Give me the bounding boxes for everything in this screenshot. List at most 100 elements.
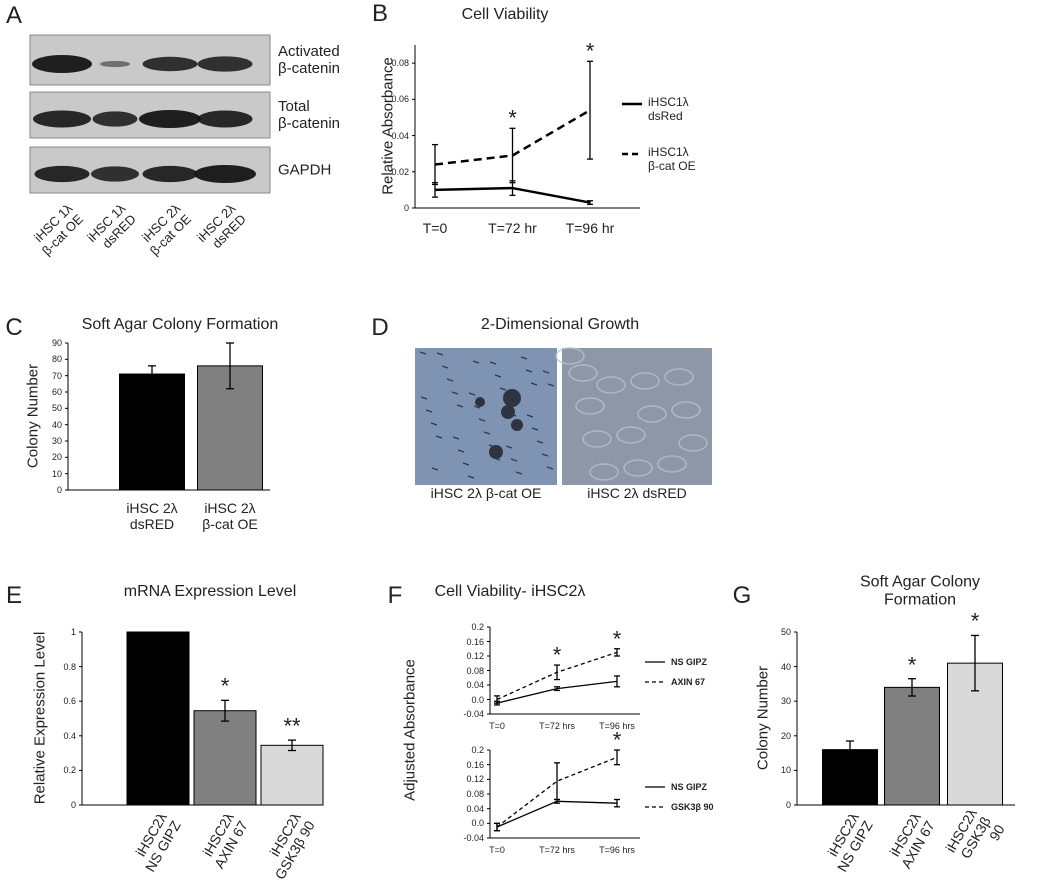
- legend-label: iHSC1λ β-cat OE: [648, 145, 696, 173]
- panel-letter: A: [5, 2, 23, 30]
- error-bar: [971, 634, 979, 692]
- chart-title: mRNA Expression Level: [123, 582, 297, 600]
- cell: [637, 405, 667, 423]
- y-tick-label: 0.04: [391, 130, 409, 141]
- y-tick-label: 0.6: [63, 696, 76, 707]
- cell: [526, 414, 534, 418]
- panel-letter: F: [387, 582, 403, 610]
- cell: [483, 431, 491, 435]
- cell: [472, 360, 480, 364]
- y-axis-label: Colony Number: [754, 665, 772, 771]
- cell: [536, 440, 544, 444]
- blot-row-label: Activated β-catenin: [278, 42, 340, 77]
- blot-band: [100, 60, 130, 68]
- blot-band: [34, 165, 90, 183]
- cell: [509, 413, 517, 417]
- y-tick-label: 0.16: [466, 759, 484, 770]
- y-tick-label: 0.16: [466, 636, 484, 647]
- error-bar: [587, 60, 593, 160]
- x-tick-label: iHSC 2λ β-cat OE: [202, 500, 258, 533]
- legend-label: NS GIPZ: [671, 656, 708, 667]
- x-tick-label: T=96 hrs: [599, 845, 635, 855]
- cell: [493, 457, 501, 461]
- error-bar: [846, 740, 854, 759]
- error-bar: [587, 200, 593, 206]
- error-bar: [908, 678, 916, 697]
- panel-letter: C: [5, 314, 23, 342]
- cell: [499, 387, 507, 391]
- cell: [568, 364, 598, 382]
- cell: [541, 453, 549, 457]
- cell: [525, 369, 533, 373]
- colony: [501, 405, 515, 419]
- y-tick-label: 80: [51, 354, 62, 365]
- x-tick-label: T=72 hrs: [539, 721, 575, 731]
- y-tick-label: 0.08: [466, 788, 484, 799]
- chart-title: Cell Viability: [461, 5, 549, 23]
- cell: [678, 434, 708, 452]
- micrograph: [415, 348, 557, 485]
- cell: [456, 404, 464, 408]
- micrograph: [562, 348, 712, 485]
- blot-band: [197, 110, 253, 128]
- error-bar: [614, 675, 620, 688]
- cell: [623, 459, 653, 477]
- cell: [505, 445, 513, 449]
- y-tick-label: 40: [51, 419, 62, 430]
- y-tick-label: 0.0: [471, 694, 484, 705]
- y-tick-label: 0: [70, 799, 76, 810]
- significance-mark: *: [612, 727, 622, 753]
- cell: [446, 378, 454, 382]
- significance-mark: *: [585, 38, 595, 64]
- image-caption: iHSC 2λ dsRED: [587, 484, 687, 501]
- y-tick-label: 0.2: [63, 765, 76, 776]
- y-tick-label: 10: [780, 765, 791, 776]
- legend-label: AXIN 67: [671, 676, 706, 687]
- y-tick-label: 60: [51, 386, 62, 397]
- cell: [664, 368, 694, 386]
- cell: [630, 372, 660, 390]
- significance-mark: *: [907, 652, 917, 678]
- blot-band: [139, 110, 201, 128]
- y-tick-label: 0.02: [391, 166, 409, 177]
- x-tick-label: T=72 hr: [488, 220, 537, 236]
- cell: [531, 427, 539, 431]
- error-bar: [221, 699, 229, 722]
- y-tick-label: 0.04: [466, 803, 484, 814]
- blot-row-label: GAPDH: [278, 161, 332, 179]
- y-axis-label: Relative Expression Level: [31, 631, 49, 805]
- chart-title: Cell Viability- iHSC2λ: [434, 582, 586, 600]
- panel-title: 2-Dimensional Growth: [480, 315, 640, 333]
- cell: [436, 352, 444, 356]
- cell: [589, 463, 619, 481]
- significance-mark: *: [508, 105, 517, 131]
- series-line: [496, 680, 618, 704]
- cell: [478, 418, 486, 422]
- y-tick-label: 10: [51, 468, 62, 479]
- cell: [462, 462, 470, 466]
- y-tick-label: 0: [785, 799, 791, 810]
- error-bar: [554, 762, 560, 801]
- significance-mark: **: [283, 713, 301, 739]
- cell: [520, 356, 528, 360]
- blot-band: [32, 55, 92, 73]
- y-tick-label: 30: [780, 696, 791, 707]
- error-bar: [614, 648, 620, 657]
- cell: [457, 449, 465, 453]
- y-axis-label: Colony Number: [24, 363, 42, 469]
- cell: [451, 391, 459, 395]
- blot-band: [91, 166, 139, 182]
- y-tick-label: -0.04: [463, 708, 484, 719]
- y-tick-label: 30: [51, 435, 62, 446]
- colony: [489, 445, 503, 459]
- error-bar: [554, 686, 560, 692]
- image-caption: iHSC 2λ β-cat OE: [430, 484, 542, 501]
- colony: [511, 419, 523, 431]
- y-tick-label: 0.4: [63, 730, 76, 741]
- y-tick-label: 0.08: [391, 57, 409, 68]
- y-tick-label: 0.12: [466, 774, 484, 785]
- x-tick-label: T=72 hrs: [539, 845, 575, 855]
- x-tick-label: T=96 hrs: [599, 721, 635, 731]
